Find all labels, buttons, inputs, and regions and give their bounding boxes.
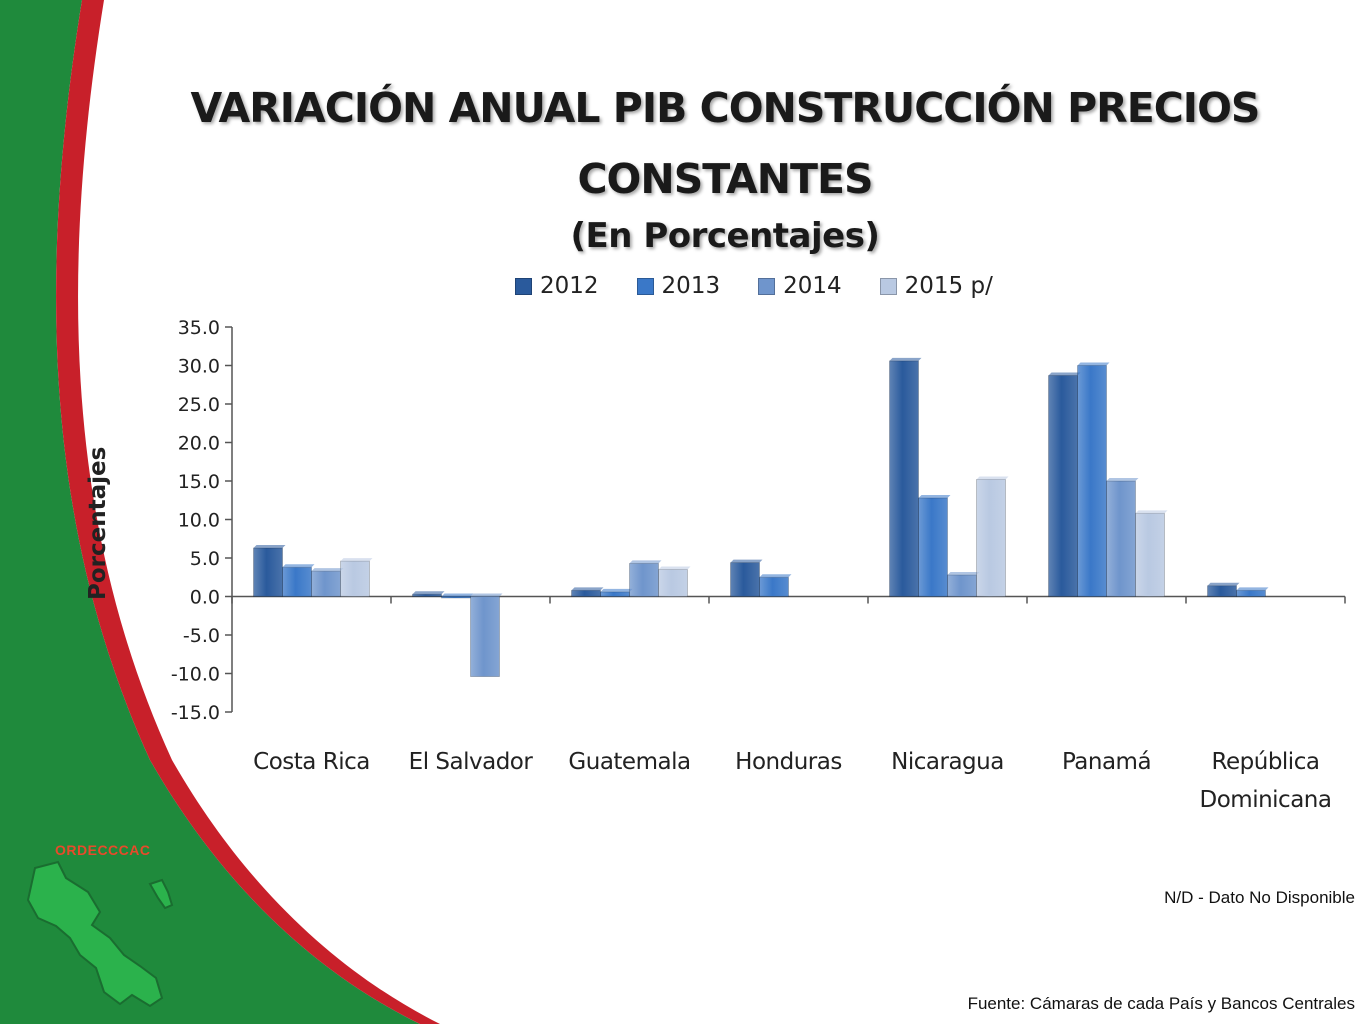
legend-swatch — [758, 277, 776, 295]
y-tick-label: -15.0 — [171, 702, 220, 724]
legend-swatch — [636, 277, 654, 295]
bar-2015p — [658, 569, 688, 597]
bar-top-face — [1106, 478, 1139, 481]
bar-2013 — [1236, 589, 1266, 597]
legend-item: 2012 — [515, 273, 599, 299]
bar-top-face — [976, 476, 1009, 480]
x-category-label: Costa Rica — [253, 749, 370, 775]
bar-top-face — [1048, 372, 1081, 376]
bar-top-face — [658, 566, 691, 570]
bar-2012 — [1207, 585, 1237, 597]
y-tick-label: 30.0 — [178, 356, 220, 378]
bar-2014 — [629, 562, 659, 597]
legend-label: 2013 — [661, 273, 721, 299]
bar-top-face — [1135, 510, 1168, 514]
bar-top-face — [1207, 582, 1240, 586]
bar-2013 — [441, 596, 471, 599]
bar-2014 — [947, 574, 977, 597]
bar-2013 — [282, 566, 312, 597]
x-category-label: República — [1212, 749, 1320, 775]
bar-2012 — [412, 593, 442, 597]
bar-top-face — [947, 571, 980, 575]
y-tick-label: -5.0 — [183, 625, 220, 647]
bar-top-face — [311, 568, 344, 572]
bar-top-face — [470, 593, 503, 597]
bar-top-face — [571, 587, 604, 591]
bar-top-face — [918, 494, 951, 498]
bar-2012 — [571, 589, 601, 597]
x-category-label: Dominicana — [1200, 787, 1332, 813]
bar-2013 — [600, 591, 630, 597]
y-tick-label: 0.0 — [190, 587, 220, 609]
y-tick-label: 20.0 — [178, 433, 220, 455]
bar-top-face — [1077, 362, 1110, 366]
green-side-panel — [0, 0, 420, 1024]
island-icon — [148, 878, 174, 910]
bar-2013 — [918, 497, 948, 597]
chart-title-line-1: VARIACIÓN ANUAL PIB CONSTRUCCIÓN PRECIOS — [190, 84, 1261, 132]
bar-2014 — [311, 570, 341, 597]
legend-swatch — [515, 277, 532, 295]
y-tick-label: 10.0 — [178, 510, 220, 532]
bar-top-face — [600, 588, 633, 592]
legend-item: 2015 p/ — [879, 273, 993, 299]
x-category-label: Panamá — [1062, 749, 1151, 775]
bar-2012 — [1048, 375, 1078, 597]
legend-label: 2015 p/ — [904, 273, 993, 299]
bar-2012 — [253, 547, 283, 597]
bar-top-face — [889, 357, 922, 361]
bar-2015p — [1135, 512, 1165, 597]
brand-label: ORDECCCAC — [55, 842, 151, 858]
x-category-label: Honduras — [735, 749, 842, 775]
y-tick-label: 25.0 — [178, 394, 220, 416]
source-note: Fuente: Cámaras de cada País y Bancos Ce… — [967, 994, 1355, 1013]
y-tick-label: 35.0 — [178, 317, 220, 339]
bar-top-face — [282, 564, 315, 568]
legend-item: 2014 — [758, 273, 842, 299]
y-tick-label: 15.0 — [178, 471, 220, 493]
x-category-label: Guatemala — [568, 749, 690, 775]
bar-2015p — [976, 479, 1006, 597]
legend-item: 2013 — [636, 273, 721, 299]
y-tick-label: -10.0 — [171, 664, 220, 686]
bar-top-face — [253, 544, 286, 548]
bar-2013 — [1077, 365, 1107, 597]
footnote-nd: N/D - Dato No Disponible — [1164, 888, 1355, 907]
bar-2014 — [1106, 480, 1136, 597]
map-icon — [26, 860, 164, 1008]
bar-top-face — [340, 558, 373, 562]
bar-top-face — [629, 560, 662, 564]
bar-2013 — [759, 576, 789, 597]
bar-top-face — [759, 574, 792, 578]
bar-top-face — [412, 591, 445, 595]
bar-top-face — [730, 559, 763, 563]
y-tick-label: 5.0 — [190, 548, 220, 570]
bar-top-face — [441, 593, 474, 597]
x-category-label: El Salvador — [409, 749, 534, 775]
legend-label: 2012 — [540, 273, 599, 299]
y-axis-label: Porcentajes — [85, 446, 111, 600]
chart-title-line-2: CONSTANTES — [577, 155, 873, 203]
legend-label: 2014 — [783, 273, 842, 299]
bar-top-face — [1236, 587, 1269, 591]
bar-2014 — [470, 596, 500, 677]
bar-2012 — [889, 360, 919, 597]
chart-legend: 2012 2013 2014 2015 p/ — [515, 273, 993, 299]
chart-subtitle: (En Porcentajes) — [570, 216, 880, 256]
x-category-label: Nicaragua — [891, 749, 1004, 775]
bar-2012 — [730, 562, 760, 597]
legend-swatch — [879, 277, 897, 295]
bar-2015p — [340, 560, 370, 597]
